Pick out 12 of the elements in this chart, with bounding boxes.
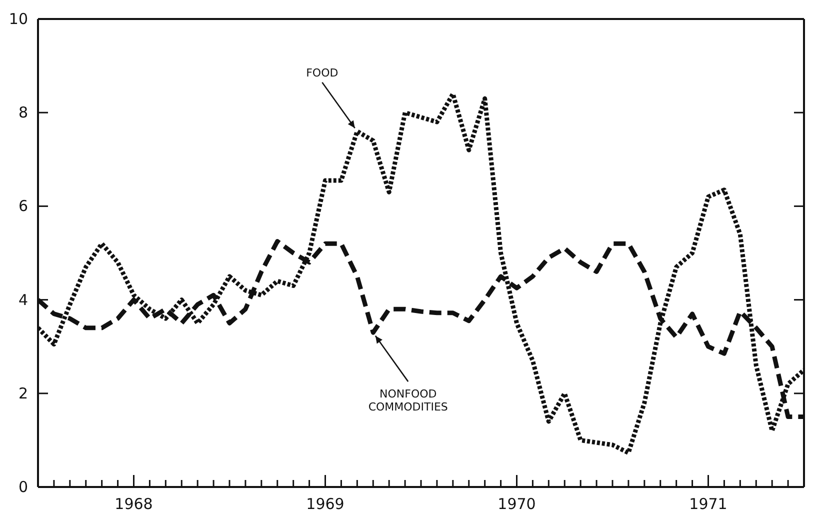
annotation: FOOD: [306, 66, 338, 80]
x-tick-label: 1970: [498, 495, 536, 513]
annotation: NONFOOD COMMODITIES: [368, 388, 448, 414]
y-tick-label: 10: [8, 10, 28, 28]
y-tick-label: 0: [18, 478, 28, 496]
y-tick-label: 4: [18, 290, 28, 309]
x-tick-label: 1969: [306, 495, 344, 513]
y-tick-label: 6: [18, 197, 28, 216]
y-tick-label: 8: [18, 104, 28, 122]
x-tick-label: 1968: [114, 495, 153, 513]
y-tick-label: 2: [18, 384, 28, 402]
x-tick-label: 1971: [689, 495, 728, 513]
